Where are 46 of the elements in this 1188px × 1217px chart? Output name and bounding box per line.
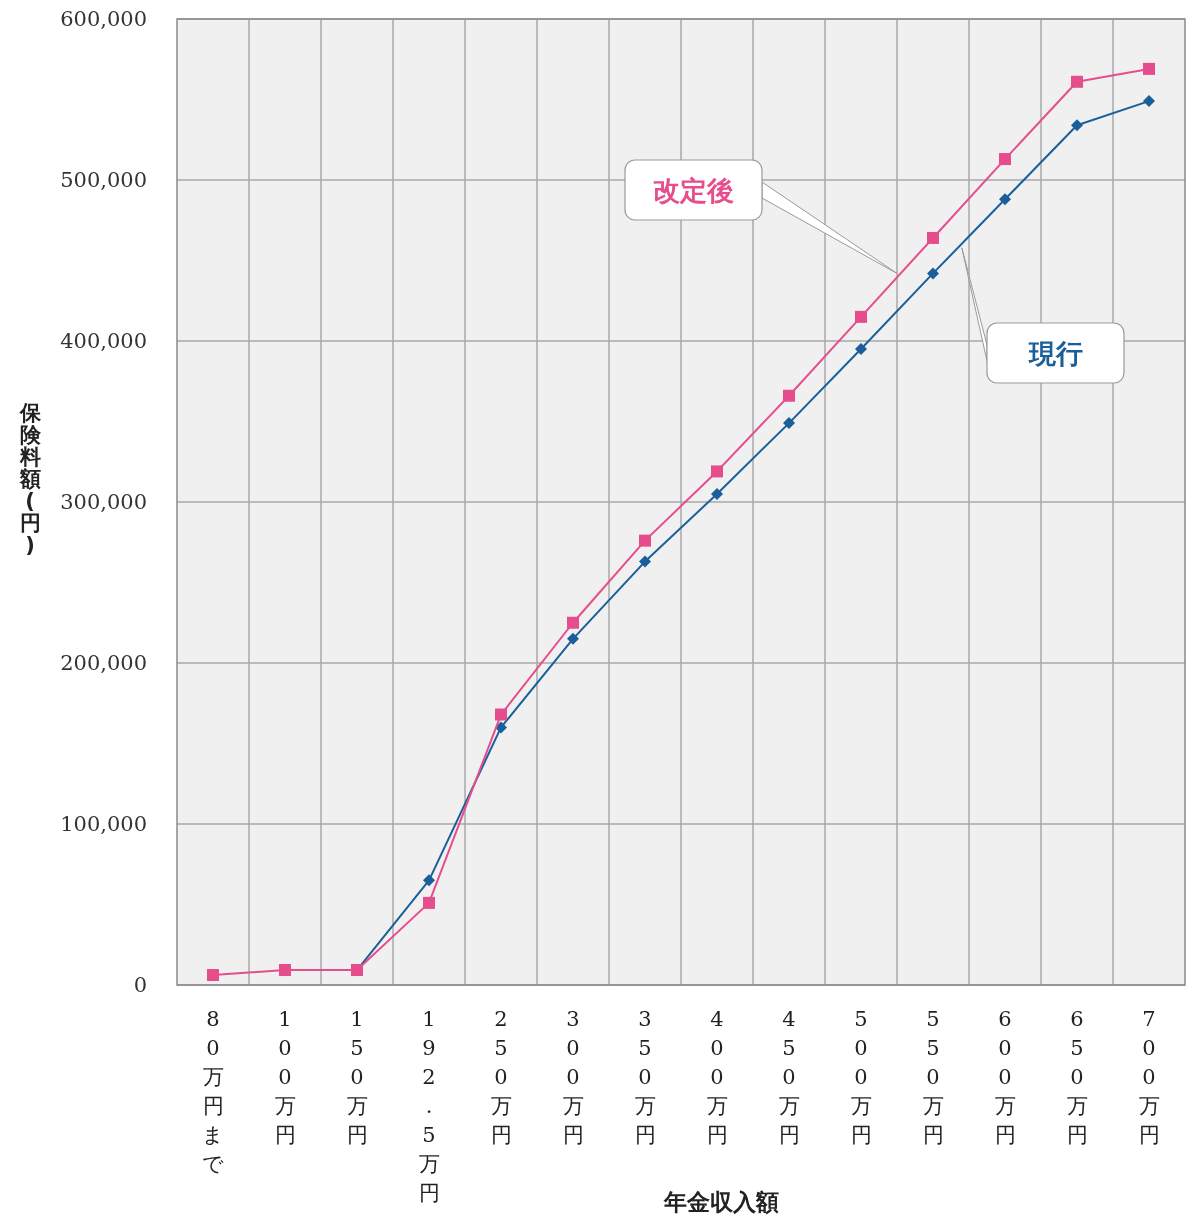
x-tick-label: 700万円 <box>1138 1007 1160 1147</box>
point <box>999 193 1011 206</box>
point <box>1071 119 1083 132</box>
y-axis-title: 保険料額(円) <box>18 401 42 557</box>
y-tick-label: 100,000 <box>60 812 147 836</box>
point <box>423 874 435 887</box>
x-tick-label: 500万円 <box>850 1007 872 1147</box>
y-tick-label: 400,000 <box>60 329 147 353</box>
point <box>567 616 579 629</box>
point <box>1143 95 1155 108</box>
point <box>639 555 651 568</box>
point <box>927 267 939 280</box>
y-tick-label: 300,000 <box>60 490 147 514</box>
point <box>279 964 291 977</box>
y-tick-label: 200,000 <box>60 651 147 675</box>
x-tick-label: 400万円 <box>706 1007 728 1147</box>
y-tick-label: 600,000 <box>60 7 147 31</box>
point <box>639 534 651 547</box>
y-tick-label: 500,000 <box>60 168 147 192</box>
point <box>783 389 795 402</box>
point <box>567 632 579 645</box>
x-tick-label: 650万円 <box>1066 1007 1088 1147</box>
x-tick-label: 350万円 <box>634 1007 656 1147</box>
x-tick-label: 100万円 <box>274 1007 296 1147</box>
point <box>423 896 435 909</box>
x-tick-label: 550万円 <box>922 1007 944 1147</box>
point <box>855 343 867 356</box>
point <box>783 417 795 430</box>
point <box>999 153 1011 166</box>
point <box>855 310 867 323</box>
x-tick-label: 450万円 <box>778 1007 800 1147</box>
x-tick-label: 600万円 <box>994 1007 1016 1147</box>
x-tick-label: 150万円 <box>346 1007 368 1147</box>
point <box>207 969 219 982</box>
point <box>711 465 723 478</box>
x-axis-title: 年金収入額 <box>662 1189 779 1215</box>
point <box>927 231 939 244</box>
y-tick-label: 0 <box>133 973 147 997</box>
point <box>495 708 507 721</box>
x-tick-label: 192.5万円 <box>418 1007 440 1205</box>
point <box>711 487 723 500</box>
x-tick-label: 250万円 <box>490 1007 512 1147</box>
point <box>1071 75 1083 88</box>
point <box>1143 62 1155 75</box>
x-tick-label: 300万円 <box>562 1007 584 1147</box>
x-tick-label: 80万円まで <box>202 1007 224 1176</box>
